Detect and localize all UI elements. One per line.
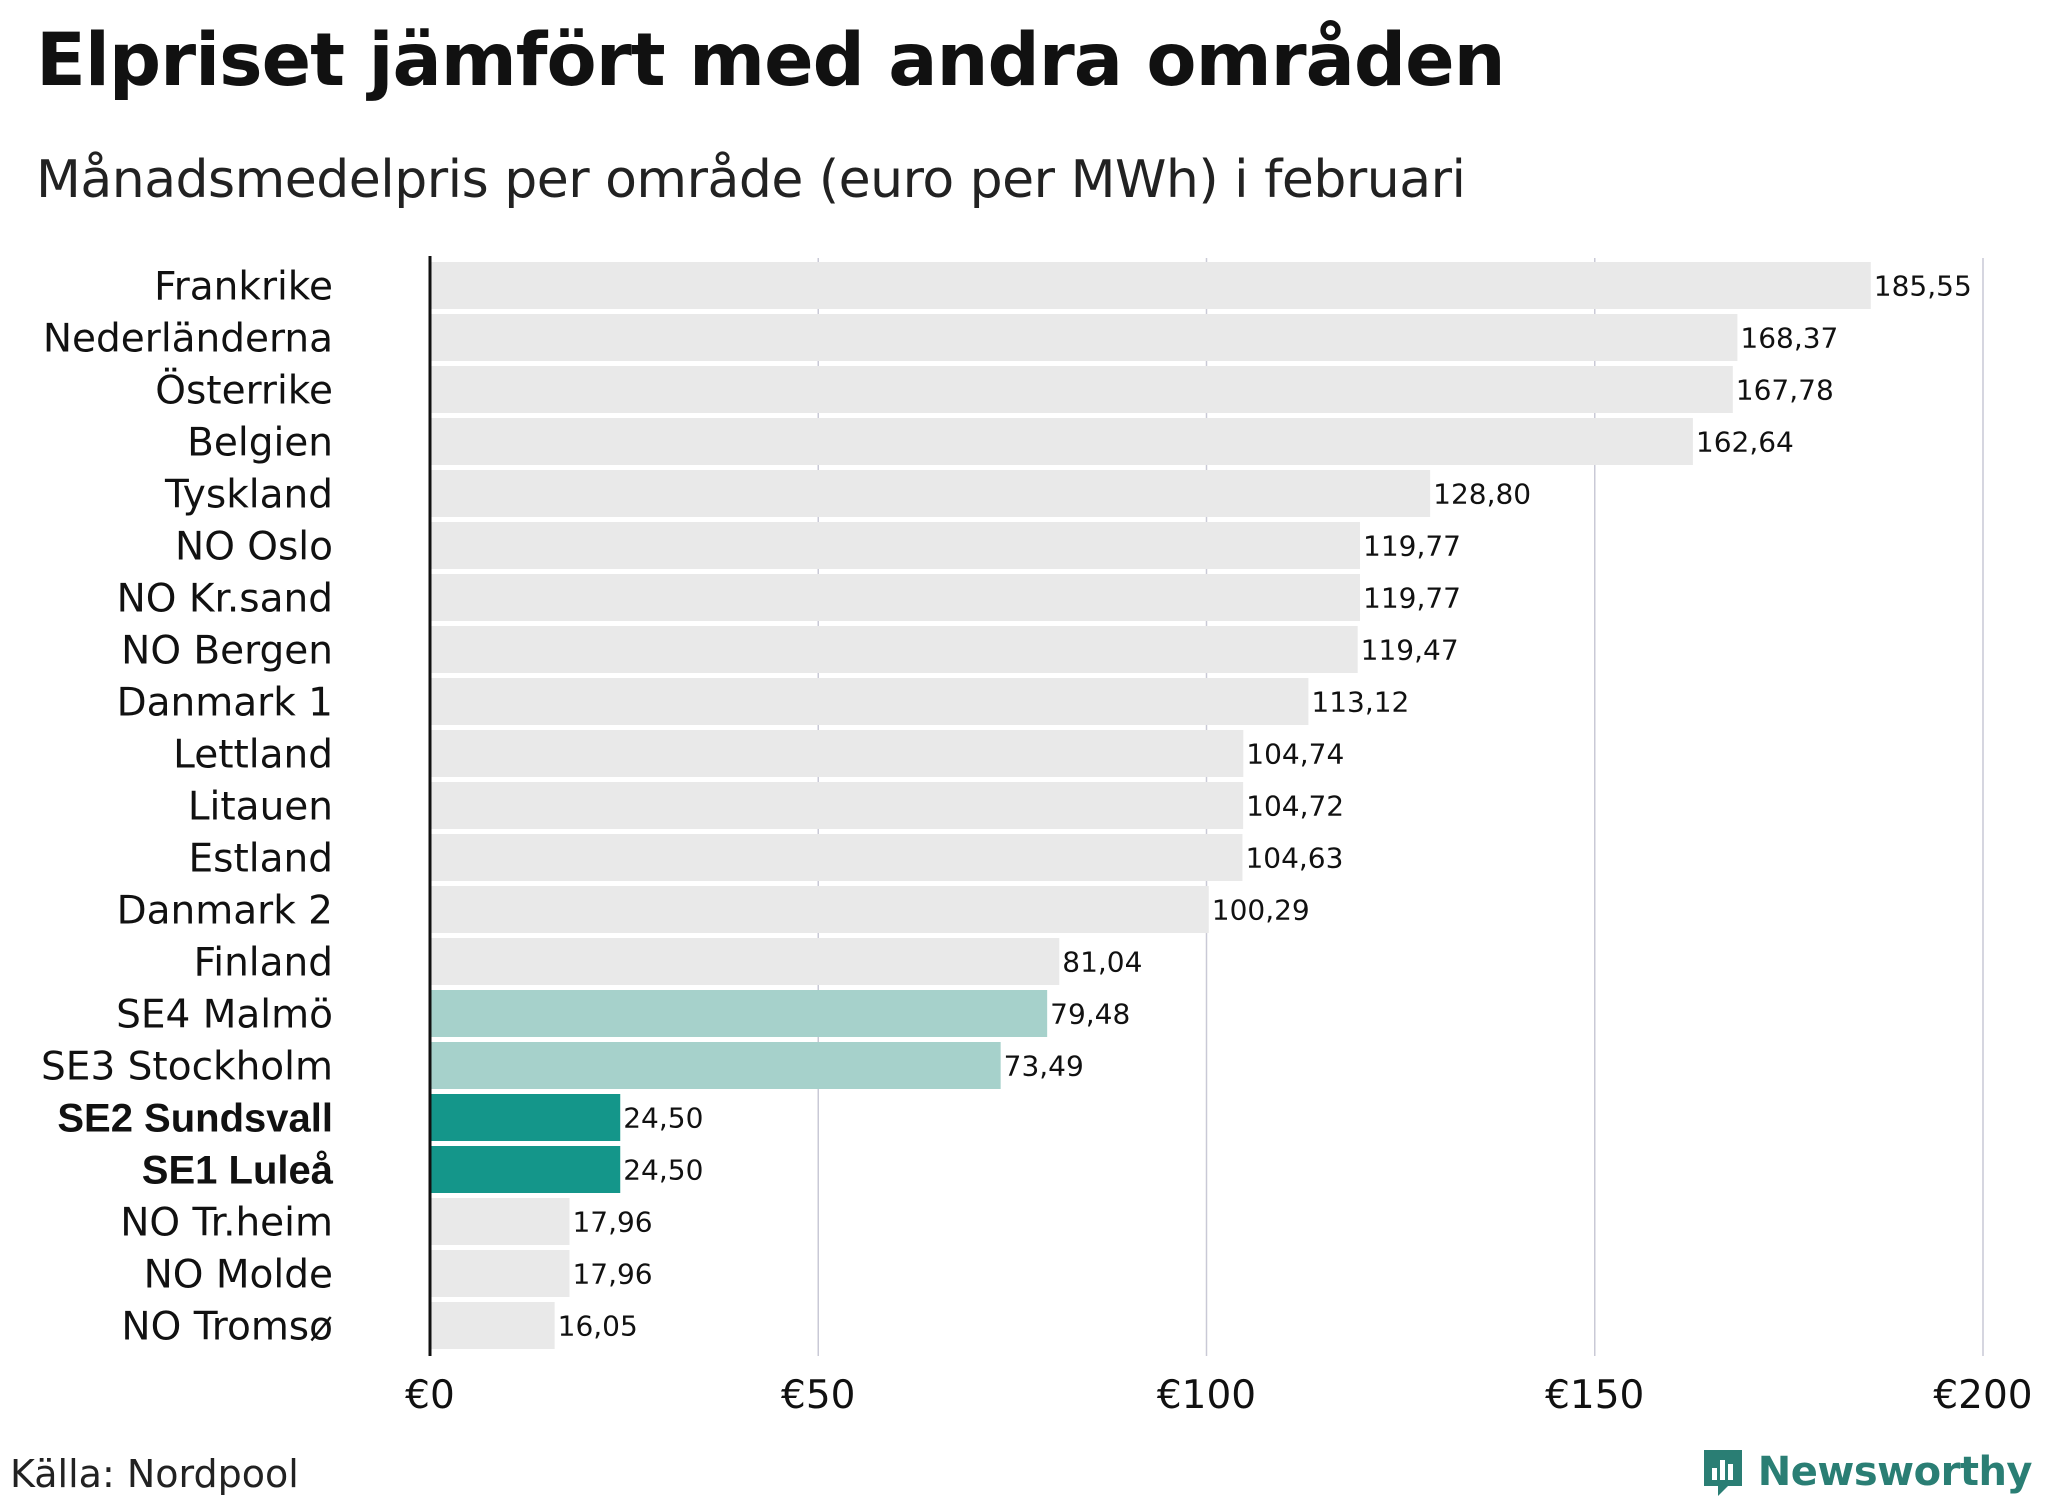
category-label: Österrike: [155, 368, 333, 414]
category-label: Lettland: [173, 733, 333, 778]
value-label: 24,50: [623, 1102, 703, 1135]
bar-19: [430, 1250, 570, 1297]
value-label: 73,49: [1004, 1050, 1084, 1083]
category-label: Danmark 2: [117, 889, 333, 934]
category-label: NO Oslo: [175, 525, 333, 570]
category-label: NO Molde: [144, 1253, 333, 1298]
value-label: 16,05: [558, 1310, 638, 1343]
brand-logo: Newsworthy: [1700, 1446, 2033, 1498]
source-note: Källa: Nordpool: [10, 1452, 299, 1496]
category-label: NO Kr.sand: [117, 577, 333, 622]
value-label: 162,64: [1696, 426, 1794, 459]
value-label: 104,74: [1246, 738, 1344, 771]
value-label: 104,63: [1245, 842, 1343, 875]
value-label: 119,77: [1363, 530, 1461, 563]
x-tick-label: €0: [405, 1373, 455, 1418]
bar-9: [430, 730, 1244, 777]
bar-8: [430, 678, 1309, 725]
category-label: NO Bergen: [121, 629, 333, 674]
x-tick-label: €200: [1933, 1373, 2032, 1418]
category-label: Litauen: [188, 785, 333, 830]
x-tick-label: €150: [1545, 1373, 1644, 1418]
category-label: NO Tr.heim: [120, 1201, 333, 1246]
value-label: 119,47: [1361, 634, 1459, 667]
bar-3: [430, 418, 1693, 465]
newsworthy-logo-icon: [1703, 1450, 1742, 1496]
bar-chart: Frankrike 185,55 Nederländerna 168,37 Österr…: [41, 256, 2033, 1418]
bar-13: [430, 938, 1060, 985]
value-label: 100,29: [1212, 894, 1310, 927]
bar-11: [430, 834, 1243, 881]
value-label: 185,55: [1874, 270, 1972, 303]
bar-0: [430, 262, 1871, 309]
value-label: 17,96: [572, 1258, 652, 1291]
category-label: SE3 Stockholm: [41, 1045, 333, 1090]
bar-12: [430, 886, 1209, 933]
bar-17: [430, 1146, 621, 1193]
value-label: 113,12: [1311, 686, 1409, 719]
category-label: Nederländerna: [43, 317, 333, 362]
bar-1: [430, 314, 1738, 361]
bar-14: [430, 990, 1048, 1037]
category-label: SE4 Malmö: [116, 993, 333, 1038]
category-label: Tyskland: [164, 473, 333, 518]
x-tick-label: €50: [781, 1373, 855, 1418]
bar-6: [430, 574, 1361, 621]
category-label: Frankrike: [154, 265, 333, 310]
value-label: 81,04: [1062, 946, 1142, 979]
chart-subtitle: Månadsmedelpris per område (euro per MWh…: [36, 150, 1466, 210]
category-label: Danmark 1: [117, 681, 333, 726]
bar-10: [430, 782, 1244, 829]
value-label: 119,77: [1363, 582, 1461, 615]
value-label: 128,80: [1433, 478, 1531, 511]
chart-title: Elpriset jämfört med andra områden: [36, 18, 1506, 103]
bar-7: [430, 626, 1358, 673]
bar-5: [430, 522, 1361, 569]
bar-20: [430, 1302, 555, 1349]
bar-18: [430, 1198, 570, 1245]
category-label: NO Tromsø: [121, 1305, 333, 1350]
bar-15: [430, 1042, 1001, 1089]
bar-16: [430, 1094, 621, 1141]
value-label: 104,72: [1246, 790, 1344, 823]
bar-2: [430, 366, 1733, 413]
category-label: SE2 Sundsvall: [57, 1097, 333, 1141]
value-label: 79,48: [1050, 998, 1130, 1031]
value-label: 24,50: [623, 1154, 703, 1187]
value-label: 168,37: [1740, 322, 1838, 355]
brand-name: Newsworthy: [1757, 1449, 2033, 1495]
category-label: Finland: [194, 941, 333, 986]
category-label: Belgien: [187, 421, 333, 466]
category-label: Estland: [189, 837, 333, 882]
category-label: SE1 Luleå: [142, 1149, 334, 1193]
value-label: 167,78: [1736, 374, 1834, 407]
bar-4: [430, 470, 1431, 517]
x-tick-label: €100: [1157, 1373, 1256, 1418]
value-label: 17,96: [572, 1206, 652, 1239]
